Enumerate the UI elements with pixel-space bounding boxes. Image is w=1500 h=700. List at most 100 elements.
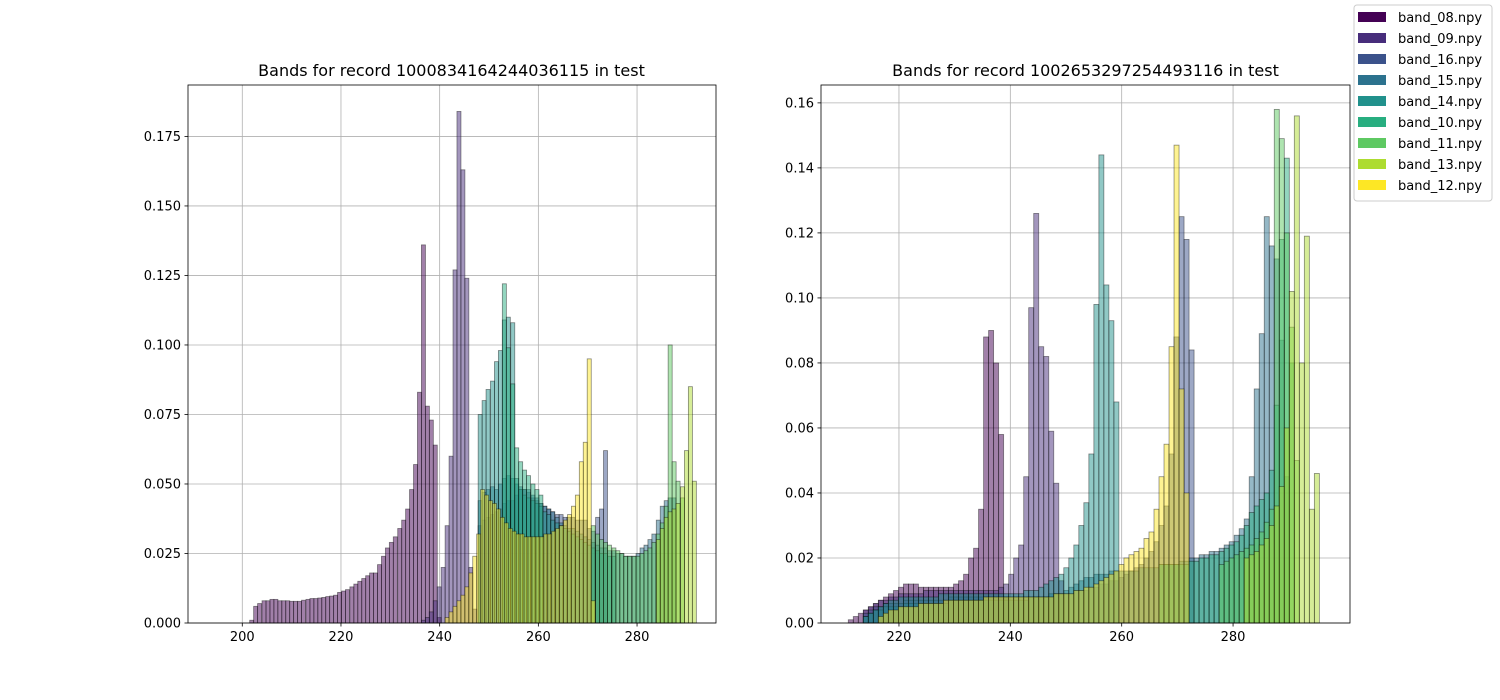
histogram-bar	[1138, 547, 1145, 624]
histogram-bar	[872, 609, 879, 624]
histogram-bar	[1143, 538, 1150, 624]
histogram-bar	[424, 405, 430, 624]
legend-swatch	[1358, 33, 1386, 43]
histogram-bar	[273, 598, 279, 624]
right-y-tick-label: 0.00	[785, 617, 814, 632]
histogram-bar	[436, 586, 442, 624]
legend-swatch	[1358, 159, 1386, 169]
histogram-bar	[285, 600, 291, 624]
histogram-bar	[1023, 596, 1030, 624]
histogram-bar	[373, 572, 378, 624]
histogram-bar	[635, 555, 641, 624]
right-y-tick-label: 0.08	[785, 356, 814, 371]
histogram-bar	[1103, 577, 1110, 624]
histogram-bar	[1223, 560, 1230, 624]
legend-swatch	[1358, 138, 1386, 148]
histogram-bar	[1178, 388, 1185, 624]
histogram-bar	[472, 555, 478, 624]
histogram-bar	[1243, 557, 1250, 624]
histogram-bar	[1288, 291, 1295, 624]
histogram-bar	[253, 605, 259, 624]
histogram-bar	[269, 598, 275, 624]
histogram-bar	[847, 619, 854, 624]
left-series-band-13	[655, 386, 697, 624]
histogram-bar	[882, 612, 889, 624]
histogram-bar	[680, 486, 685, 624]
histogram-bar	[1253, 551, 1260, 624]
histogram-bar	[384, 547, 390, 624]
histogram-bar	[337, 592, 342, 624]
histogram-bar	[938, 603, 944, 624]
histogram-bar	[667, 511, 673, 624]
histogram-bar	[1048, 596, 1055, 624]
histogram-bar	[1308, 508, 1315, 624]
legend-swatch	[1358, 54, 1386, 64]
histogram-bar	[409, 489, 415, 624]
histogram-bar	[595, 533, 601, 624]
histogram-bar	[978, 599, 984, 624]
left-y-tick-label: 0.100	[144, 338, 181, 353]
histogram-bar	[551, 530, 557, 624]
right-x-tick-label: 220	[887, 630, 912, 645]
histogram-bar	[1073, 590, 1080, 624]
histogram-bar	[857, 612, 864, 624]
histogram-bar	[381, 555, 386, 624]
histogram-bar	[297, 600, 302, 624]
histogram-bar	[507, 528, 513, 624]
histogram-bar	[353, 583, 359, 624]
histogram-bar	[424, 617, 430, 624]
histogram-bar	[1303, 235, 1310, 624]
right-chart-title: Bands for record 1002653297254493116 in …	[892, 61, 1279, 80]
histogram-bar	[499, 516, 505, 624]
histogram-bar	[684, 450, 689, 624]
histogram-bar	[1248, 554, 1255, 624]
legend-swatch	[1358, 180, 1386, 190]
histogram-bar	[1293, 115, 1300, 624]
left-x-tick-label: 260	[526, 630, 551, 645]
histogram-bar	[511, 530, 517, 624]
histogram-bar	[249, 619, 255, 624]
legend: band_08.npy band_09.npy band_16.npy band_15…	[1353, 4, 1493, 202]
histogram-bar	[388, 541, 394, 624]
histogram-bar	[1123, 557, 1130, 624]
legend-swatch	[1358, 75, 1386, 85]
histogram-bar	[527, 536, 533, 624]
histogram-bar	[1198, 557, 1205, 624]
histogram-bar	[543, 533, 549, 624]
histogram-bar	[1208, 554, 1215, 624]
histogram-bar	[468, 572, 474, 624]
histogram-bar	[432, 600, 438, 624]
histogram-bar	[1068, 593, 1075, 624]
legend-label: band_08.npy	[1398, 11, 1482, 26]
histogram-bar	[862, 616, 869, 624]
histogram-bar	[1103, 284, 1110, 624]
histogram-bar	[265, 600, 271, 624]
histogram-bar	[918, 603, 924, 624]
left-y-tick-label: 0.175	[144, 130, 181, 145]
left-series-band-08	[249, 244, 442, 624]
histogram-bar	[1203, 557, 1210, 624]
histogram-bar	[397, 528, 403, 624]
histogram-bar	[647, 547, 653, 624]
left-chart-title: Bands for record 1000834164244036115 in …	[258, 61, 645, 80]
legend-label: band_16.npy	[1398, 53, 1482, 68]
histogram-bar	[460, 594, 466, 624]
histogram-bar	[261, 600, 267, 624]
histogram-bar	[1083, 586, 1090, 624]
histogram-bar	[993, 362, 1000, 624]
histogram-bar	[574, 494, 580, 624]
histogram-bar	[1233, 554, 1240, 624]
histogram-bar	[452, 269, 458, 624]
histogram-bar	[1263, 538, 1270, 624]
histogram-bar	[1133, 551, 1140, 624]
histogram-bar	[515, 533, 521, 624]
histogram-bar	[1053, 593, 1060, 624]
histogram-bar	[329, 595, 335, 624]
histogram-bar	[691, 480, 697, 624]
histogram-bar	[627, 555, 633, 624]
histogram-bar	[659, 528, 665, 624]
histogram-bar	[1213, 554, 1220, 624]
histogram-bar	[623, 555, 629, 624]
histogram-bar	[963, 599, 969, 624]
